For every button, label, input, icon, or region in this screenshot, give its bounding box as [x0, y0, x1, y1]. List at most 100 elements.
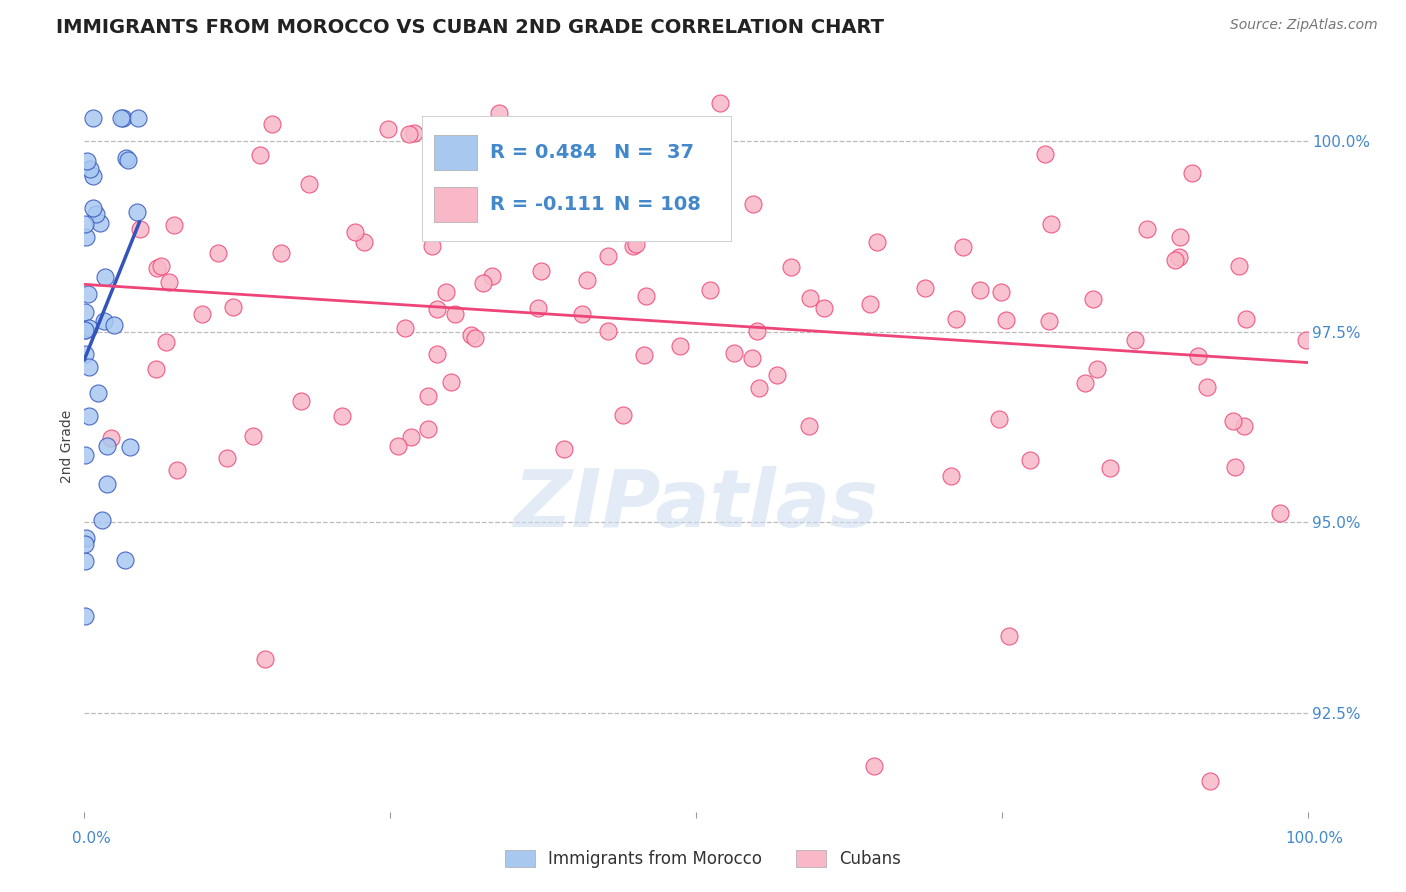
Point [75, 448, 97, 462]
Point [215, 451, 238, 466]
Point [77, 286, 100, 301]
Point [73, 323, 96, 337]
Point [398, 127, 420, 141]
Text: ZIPatlas: ZIPatlas [513, 466, 879, 543]
Point [472, 276, 495, 290]
Y-axis label: 2nd Grade: 2nd Grade [60, 409, 75, 483]
Point [624, 236, 647, 251]
Point [73, 608, 96, 623]
Point [571, 307, 593, 321]
Point [416, 422, 439, 436]
Point [1223, 460, 1246, 475]
Point [146, 261, 169, 276]
Point [77, 409, 100, 423]
Point [394, 320, 416, 334]
Point [84, 207, 107, 221]
Point [742, 196, 765, 211]
Point [863, 759, 886, 773]
Point [75, 536, 97, 550]
Point [723, 346, 745, 360]
Point [596, 324, 619, 338]
Point [1295, 333, 1317, 347]
Point [1074, 376, 1097, 390]
Point [623, 238, 645, 252]
Point [75, 323, 97, 337]
Point [699, 283, 721, 297]
Point [73, 554, 96, 568]
Point [1039, 217, 1062, 231]
Point [166, 463, 188, 477]
Point [481, 269, 503, 284]
Point [799, 418, 821, 433]
Point [290, 393, 312, 408]
Point [988, 411, 1011, 425]
Point [998, 630, 1021, 644]
Text: N = 108: N = 108 [613, 195, 700, 214]
Point [330, 409, 353, 423]
Point [745, 324, 768, 338]
Point [79, 161, 101, 176]
Point [765, 368, 787, 383]
Point [1181, 166, 1204, 180]
Point [344, 225, 367, 239]
Point [91, 513, 114, 527]
Point [100, 431, 122, 445]
Text: IMMIGRANTS FROM MOROCCO VS CUBAN 2ND GRADE CORRELATION CHART: IMMIGRANTS FROM MOROCCO VS CUBAN 2ND GRA… [56, 18, 884, 37]
Point [96, 477, 118, 491]
Point [249, 148, 271, 162]
Point [399, 430, 422, 444]
Point [526, 301, 548, 315]
Point [127, 112, 149, 126]
Point [914, 281, 936, 295]
Point [481, 152, 503, 166]
Point [952, 239, 974, 253]
Point [1019, 453, 1042, 467]
Point [114, 553, 136, 567]
Point [1233, 419, 1256, 434]
FancyBboxPatch shape [434, 187, 478, 222]
Point [444, 307, 467, 321]
Point [859, 297, 882, 311]
Point [1198, 774, 1220, 789]
Point [612, 408, 634, 422]
Point [1227, 259, 1250, 273]
Point [87, 386, 110, 401]
Point [440, 376, 463, 390]
Point [1038, 314, 1060, 328]
Point [1081, 292, 1104, 306]
Point [76, 154, 98, 169]
Point [1197, 380, 1219, 394]
Point [416, 389, 439, 403]
Point [939, 468, 962, 483]
Point [93, 269, 115, 284]
Point [1033, 147, 1056, 161]
Point [377, 121, 399, 136]
Text: 100.0%: 100.0% [1285, 831, 1344, 846]
Point [741, 351, 763, 366]
Point [1234, 312, 1257, 326]
Point [1168, 229, 1191, 244]
Point [1123, 333, 1146, 347]
Point [270, 246, 292, 260]
Point [434, 285, 457, 299]
Point [163, 218, 186, 232]
Point [460, 327, 482, 342]
Point [420, 239, 443, 253]
Text: Source: ZipAtlas.com: Source: ZipAtlas.com [1230, 18, 1378, 32]
Point [866, 235, 889, 250]
Point [242, 429, 264, 443]
Point [75, 218, 97, 232]
Point [553, 442, 575, 456]
Point [298, 178, 321, 192]
Point [112, 112, 135, 126]
Point [89, 216, 111, 230]
Point [75, 531, 97, 545]
Point [145, 362, 167, 376]
Point [709, 96, 731, 111]
Point [595, 225, 617, 239]
Point [221, 300, 243, 314]
Point [77, 321, 100, 335]
Text: 0.0%: 0.0% [72, 831, 111, 846]
Point [1222, 414, 1244, 428]
Legend: Immigrants from Morocco, Cubans: Immigrants from Morocco, Cubans [498, 843, 908, 875]
